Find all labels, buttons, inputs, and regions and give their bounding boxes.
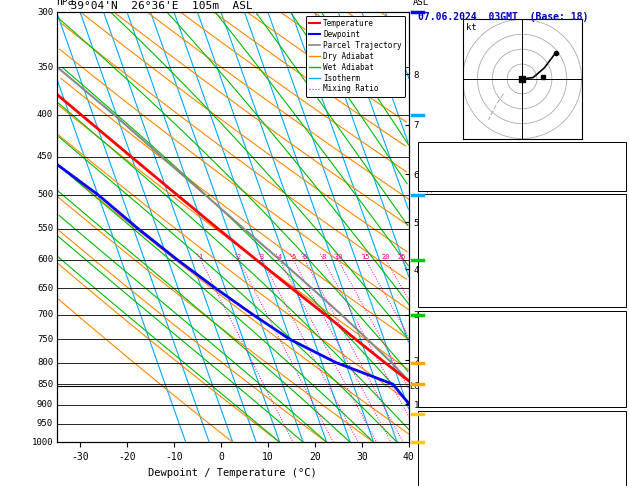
Text: km
ASL: km ASL	[413, 0, 428, 7]
Text: CIN (J): CIN (J)	[421, 295, 458, 304]
Text: CAPE (J): CAPE (J)	[421, 379, 464, 388]
Text: 238: 238	[608, 295, 623, 304]
Text: 850: 850	[37, 380, 53, 389]
Text: CIN (J): CIN (J)	[421, 395, 458, 404]
X-axis label: Dewpoint / Temperature (°C): Dewpoint / Temperature (°C)	[148, 468, 317, 478]
Text: 20: 20	[382, 254, 391, 260]
Text: Pressure (mb): Pressure (mb)	[421, 331, 490, 340]
Text: © weatheronline.co.uk: © weatheronline.co.uk	[418, 472, 521, 481]
Text: 25: 25	[398, 254, 406, 260]
Text: StmSpd (kt): StmSpd (kt)	[421, 479, 479, 486]
Text: 600: 600	[37, 255, 53, 264]
Text: 550: 550	[37, 224, 53, 233]
Text: 400: 400	[37, 110, 53, 120]
Text: LCL: LCL	[409, 382, 425, 391]
Text: 1: 1	[199, 254, 203, 260]
Text: 500: 500	[37, 190, 53, 199]
Text: 1: 1	[618, 447, 623, 456]
Text: 450: 450	[37, 153, 53, 161]
Text: 10: 10	[334, 254, 342, 260]
Text: 31: 31	[613, 147, 623, 156]
Text: EH: EH	[421, 431, 432, 440]
Text: StmDir: StmDir	[421, 463, 453, 472]
Text: 238: 238	[608, 395, 623, 404]
Text: 07.06.2024  03GMT  (Base: 18): 07.06.2024 03GMT (Base: 18)	[418, 12, 589, 22]
Text: PW (cm): PW (cm)	[421, 179, 458, 188]
Text: 6: 6	[303, 254, 307, 260]
Text: K: K	[421, 147, 426, 156]
Text: 333: 333	[608, 247, 623, 256]
Text: Lifted Index: Lifted Index	[421, 263, 484, 272]
Text: 700: 700	[37, 311, 53, 319]
Text: SREH: SREH	[421, 447, 442, 456]
Legend: Temperature, Dewpoint, Parcel Trajectory, Dry Adiabat, Wet Adiabat, Isotherm, Mi: Temperature, Dewpoint, Parcel Trajectory…	[306, 16, 405, 97]
Text: 5: 5	[291, 254, 296, 260]
Text: 51: 51	[613, 163, 623, 172]
Text: 750: 750	[37, 335, 53, 344]
Text: 350: 350	[37, 63, 53, 72]
Text: 1001: 1001	[603, 331, 623, 340]
Text: 39°04'N  26°36'E  105m  ASL: 39°04'N 26°36'E 105m ASL	[57, 1, 252, 11]
Text: θᴇ(K): θᴇ(K)	[421, 247, 448, 256]
Text: 900: 900	[37, 400, 53, 409]
Text: 26.8: 26.8	[603, 215, 623, 224]
Text: 3: 3	[260, 254, 264, 260]
Y-axis label: Mixing Ratio (g/kg): Mixing Ratio (g/kg)	[424, 176, 433, 278]
Text: CAPE (J): CAPE (J)	[421, 279, 464, 288]
Text: 15: 15	[362, 254, 370, 260]
Text: 333: 333	[608, 347, 623, 356]
Text: Hodograph: Hodograph	[498, 415, 546, 424]
Text: Surface: Surface	[504, 199, 540, 208]
Text: θᴇ (K): θᴇ (K)	[421, 347, 453, 356]
Text: 8: 8	[321, 254, 325, 260]
Text: Lifted Index: Lifted Index	[421, 363, 484, 372]
Text: Totals Totals: Totals Totals	[421, 163, 490, 172]
Text: Dewp (°C): Dewp (°C)	[421, 231, 469, 240]
Text: Temp (°C): Temp (°C)	[421, 215, 469, 224]
Text: 11: 11	[613, 479, 623, 486]
Text: 2: 2	[237, 254, 241, 260]
Text: 282°: 282°	[603, 463, 623, 472]
Text: Most Unstable: Most Unstable	[488, 315, 556, 324]
Text: hPa: hPa	[57, 0, 74, 7]
Text: 950: 950	[37, 419, 53, 429]
Text: 4: 4	[277, 254, 282, 260]
Text: kt: kt	[466, 23, 477, 32]
Text: 650: 650	[37, 284, 53, 293]
Text: -2: -2	[613, 431, 623, 440]
Text: 1000: 1000	[31, 438, 53, 447]
Text: 300: 300	[37, 8, 53, 17]
Text: 800: 800	[37, 358, 53, 367]
Text: 426: 426	[608, 279, 623, 288]
Text: 3.08: 3.08	[603, 179, 623, 188]
Text: -2: -2	[613, 263, 623, 272]
Text: -2: -2	[613, 363, 623, 372]
Text: 426: 426	[608, 379, 623, 388]
Text: 15.9: 15.9	[603, 231, 623, 240]
